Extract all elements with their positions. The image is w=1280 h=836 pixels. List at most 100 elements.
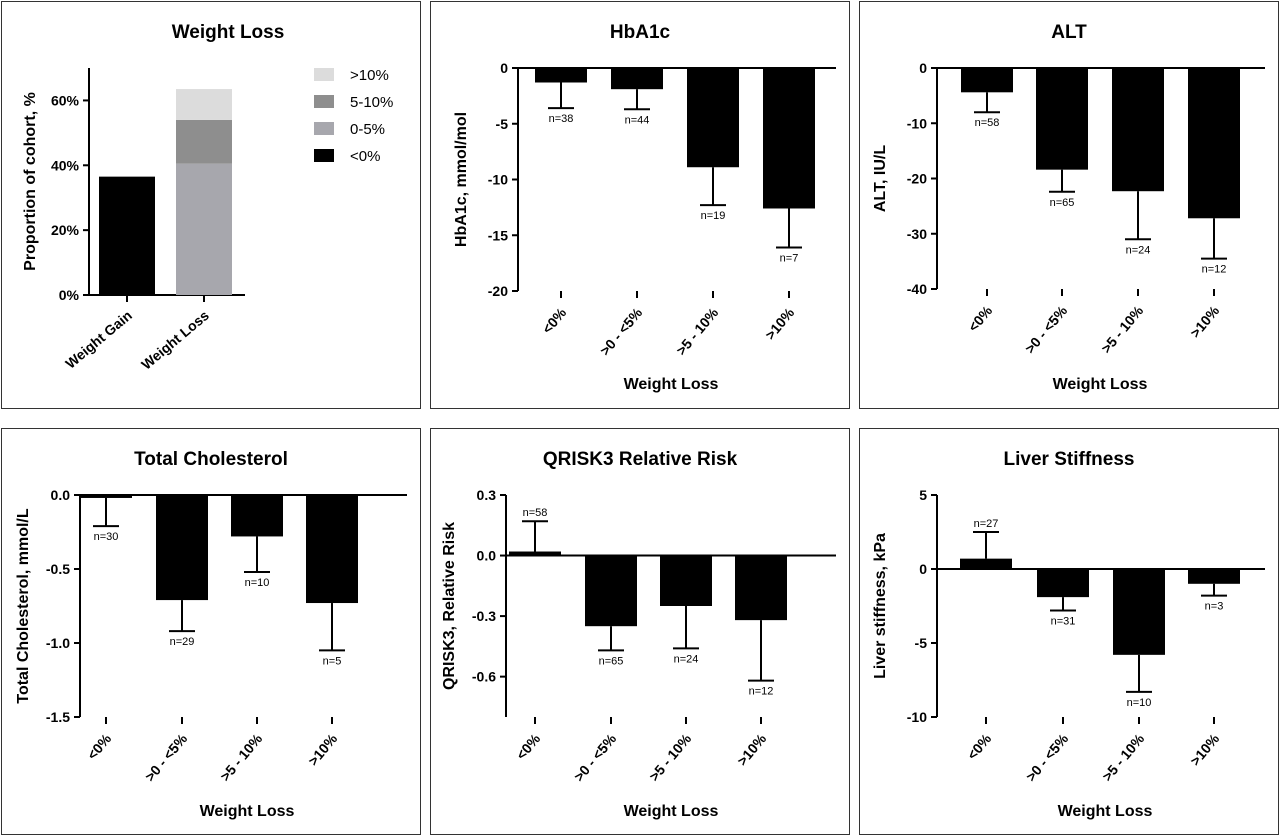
y-tick-label: 5 [919, 487, 927, 503]
n-label: n=12 [1202, 264, 1227, 276]
bar [735, 555, 787, 621]
n-label: n=38 [549, 113, 574, 125]
x-tick-label: >10% [305, 730, 341, 768]
y-tick-label: -40 [907, 281, 927, 297]
bar [1113, 569, 1165, 655]
x-tick-label: Weight Loss [138, 307, 212, 373]
total-cholesterol-panel: Total Cholesterol Total Cholesterol, mmol… [1, 428, 421, 835]
y-axis-label: Liver stiffness, kPa [872, 533, 889, 679]
legend-label: >10% [350, 67, 389, 84]
legend-label: 5-10% [350, 94, 393, 111]
bar [509, 551, 561, 556]
y-tick-label: 0 [919, 60, 927, 76]
legend-swatch [314, 68, 334, 81]
y-tick-label: 20% [51, 222, 80, 238]
x-tick-label: >0 - <5% [597, 304, 646, 358]
x-tick-label: >0 - <5% [142, 730, 191, 784]
x-tick-label: >5 - 10% [1098, 302, 1147, 356]
y-tick-label: -20 [907, 171, 927, 187]
chart-title: Weight Loss [172, 22, 285, 43]
bar [1037, 569, 1089, 598]
bar [611, 68, 663, 90]
chart-title: ALT [1051, 22, 1087, 43]
y-tick-label: -1.0 [46, 635, 70, 651]
y-tick-label: -20 [488, 283, 508, 299]
n-label: n=31 [1051, 615, 1076, 627]
x-tick-label: >10% [762, 304, 798, 342]
n-label: n=24 [674, 653, 699, 665]
legend-swatch [314, 149, 334, 162]
y-tick-label: 0.0 [477, 548, 497, 564]
y-axis-label: Proportion of cohort, % [22, 92, 39, 271]
x-axis-label: Weight Loss [200, 803, 295, 820]
y-axis-label: HbA1c, mmol/mol [453, 112, 470, 247]
n-label: n=12 [749, 686, 774, 698]
total-cholesterol-chart: Total Cholesterol Total Cholesterol, mmol… [15, 449, 407, 820]
x-tick-label: <0% [539, 304, 570, 336]
x-tick-label: <0% [965, 302, 996, 334]
y-tick-label: -0.6 [472, 669, 496, 685]
y-axis-label: Total Cholesterol, mmol/L [15, 508, 32, 704]
x-tick-label: >10% [1187, 302, 1223, 340]
x-tick-label: >5 - 10% [217, 730, 266, 784]
n-label: n=5 [323, 655, 342, 667]
bar [960, 558, 1012, 569]
y-tick-label: 0 [500, 60, 508, 76]
n-label: n=24 [1126, 244, 1151, 256]
n-label: n=19 [701, 210, 726, 222]
y-tick-label: -15 [488, 227, 508, 243]
qrisk3-chart: QRISK3 Relative Risk QRISK3, Relative Ris… [441, 449, 836, 820]
bar [80, 495, 132, 498]
chart-title: Total Cholesterol [134, 449, 288, 470]
bar [763, 68, 815, 209]
x-tick-label: <0% [513, 730, 544, 762]
y-tick-label: 60% [51, 92, 80, 108]
x-tick-label: >5 - 10% [646, 730, 695, 784]
n-label: n=65 [599, 655, 624, 667]
y-tick-label: -10 [907, 115, 927, 131]
hba1c-chart: HbA1c HbA1c, mmol/mol 0 -5 -10 -15 -20 n=38 <0% n… [453, 22, 836, 393]
legend-label: <0% [350, 148, 380, 165]
x-axis-label: Weight Loss [1053, 376, 1148, 393]
bar [687, 68, 739, 168]
n-label: n=65 [1050, 197, 1075, 209]
bar [156, 495, 208, 601]
y-tick-label: -10 [488, 172, 508, 188]
y-tick-label: 0.3 [477, 487, 497, 503]
chart-title: QRISK3 Relative Risk [543, 449, 738, 470]
bar-segment [176, 119, 232, 164]
y-tick-label: 0.0 [51, 487, 71, 503]
weight-loss-chart: Weight Loss Proportion of cohort, % 0% 20% 4… [22, 22, 393, 373]
bar [1036, 68, 1088, 170]
alt-chart: ALT ALT, IU/L 0 -10 -20 -30 -40 n=58 <0% n=65 >0 -… [872, 22, 1265, 393]
x-tick-label: <0% [964, 730, 995, 762]
x-tick-label: >0 - <5% [1022, 302, 1071, 356]
y-tick-label: 40% [51, 157, 80, 173]
y-tick-label: -5 [915, 635, 928, 651]
y-tick-label: -5 [496, 116, 509, 132]
bar [585, 555, 637, 627]
legend-label: 0-5% [350, 121, 385, 138]
bar [660, 555, 712, 606]
x-axis-label: Weight Loss [624, 376, 719, 393]
weight-loss-panel: Weight Loss Proportion of cohort, % 0% 20% 4… [1, 1, 421, 409]
legend-swatch [314, 122, 334, 135]
x-tick-label: >10% [734, 730, 770, 768]
x-tick-label: >10% [1187, 730, 1223, 768]
bar [231, 495, 283, 537]
bar [1188, 68, 1240, 219]
y-tick-label: -0.3 [472, 608, 496, 624]
n-label: n=44 [625, 114, 650, 126]
n-label: n=10 [1127, 697, 1152, 709]
x-tick-label: >5 - 10% [1099, 730, 1148, 784]
liver-stiffness-chart: Liver Stiffness Liver stiffness, kPa 5 0 -5 -… [872, 449, 1265, 820]
alt-panel: ALT ALT, IU/L 0 -10 -20 -30 -40 n=58 <0% n=65 >0 -… [859, 1, 1279, 409]
bar [535, 68, 587, 83]
y-tick-label: 0 [919, 561, 927, 577]
y-tick-label: -10 [907, 709, 927, 725]
hba1c-panel: HbA1c HbA1c, mmol/mol 0 -5 -10 -15 -20 n=38 <0% n… [430, 1, 850, 409]
bar [1112, 68, 1164, 192]
x-tick-label: <0% [84, 730, 115, 762]
n-label: n=30 [94, 531, 119, 543]
y-tick-label: -0.5 [46, 561, 70, 577]
